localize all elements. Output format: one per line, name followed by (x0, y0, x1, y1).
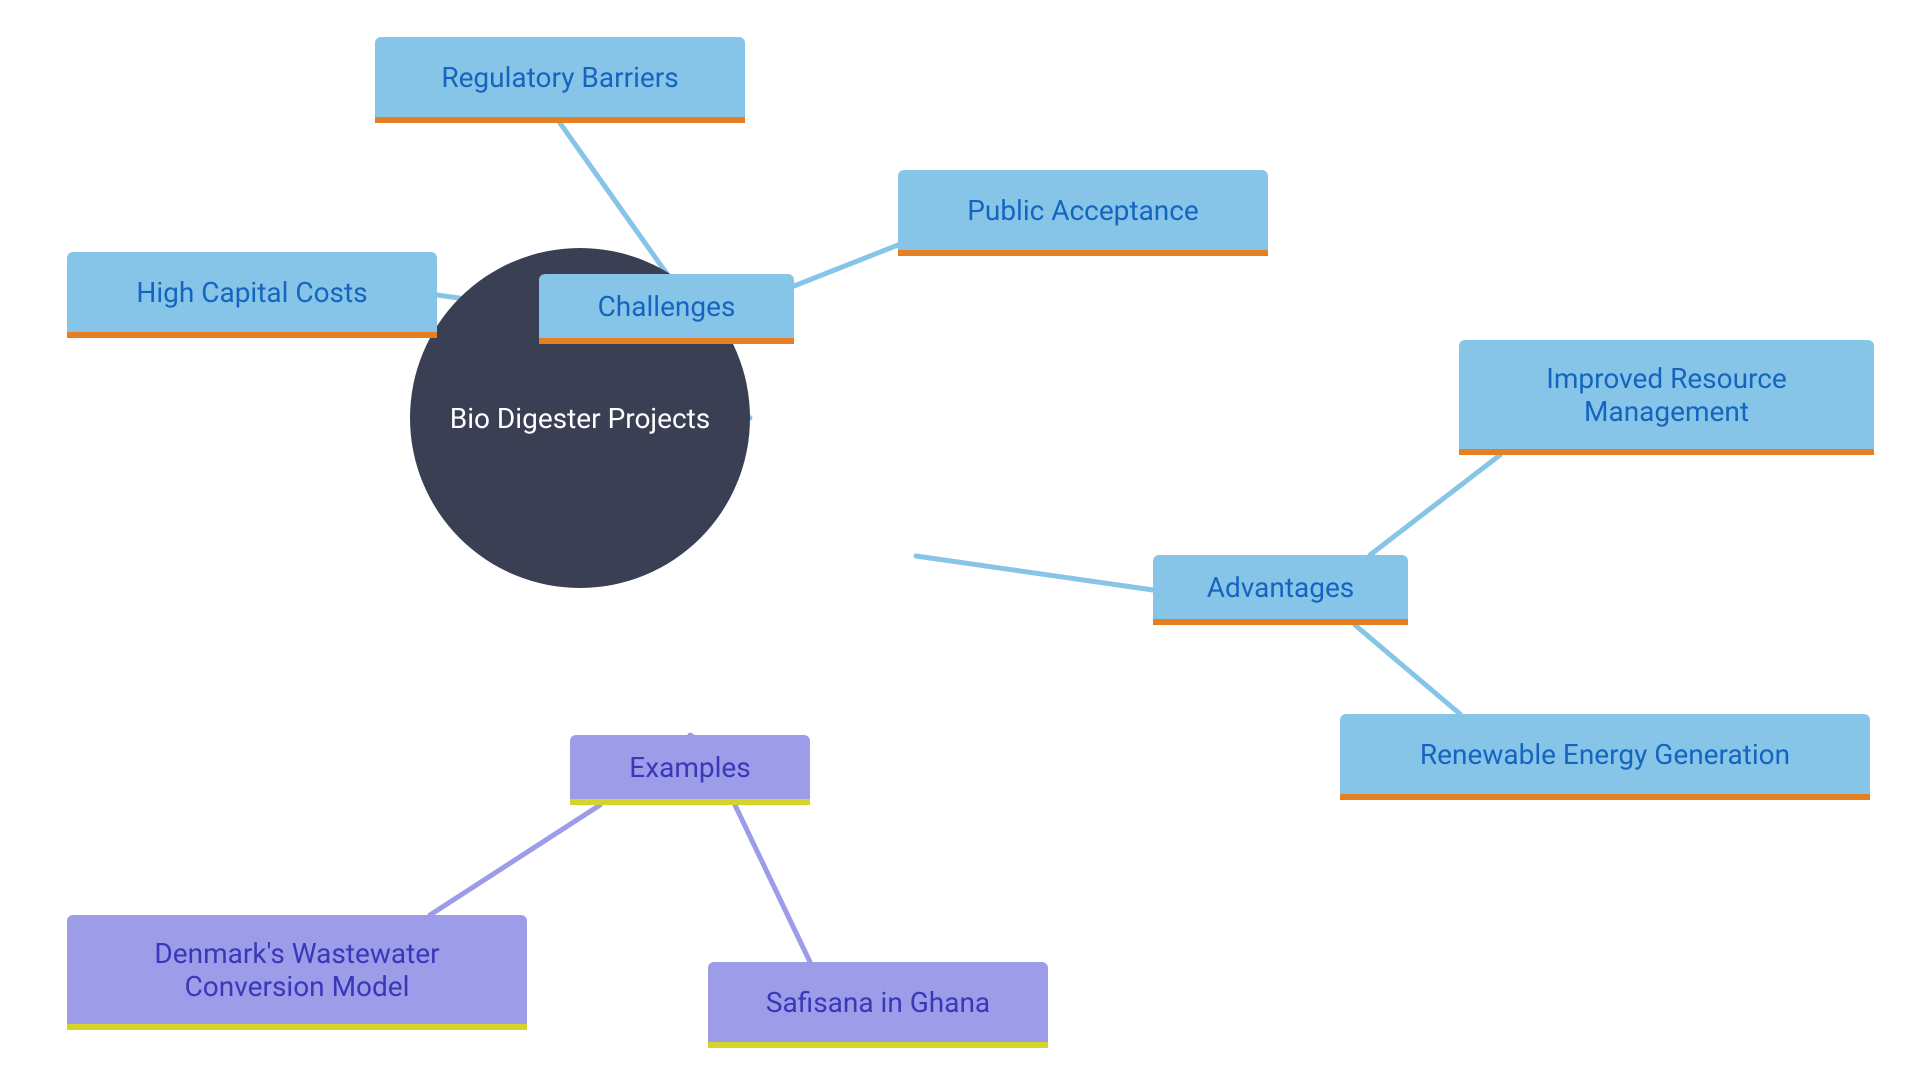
node-label: Denmark's Wastewater Conversion Model (91, 937, 503, 1003)
node-safisana: Safisana in Ghana (708, 962, 1048, 1048)
node-label: Improved Resource Management (1483, 362, 1850, 428)
node-renewable: Renewable Energy Generation (1340, 714, 1870, 800)
node-label: Safisana in Ghana (766, 986, 990, 1019)
edge (1355, 625, 1460, 714)
edge (794, 245, 898, 286)
node-examples: Examples (570, 735, 810, 805)
node-label: Advantages (1207, 571, 1355, 604)
node-label: Renewable Energy Generation (1420, 738, 1790, 771)
diagram-canvas: Bio Digester Projects Challenges Regulato… (0, 0, 1920, 1080)
node-regulatory: Regulatory Barriers (375, 37, 745, 123)
edge (430, 805, 600, 915)
node-advantages: Advantages (1153, 555, 1408, 625)
node-label: Examples (629, 751, 750, 784)
node-label: High Capital Costs (136, 276, 367, 309)
edge (1370, 455, 1500, 555)
node-label: Public Acceptance (967, 194, 1199, 227)
node-public: Public Acceptance (898, 170, 1268, 256)
node-label: Regulatory Barriers (441, 61, 678, 94)
edge (735, 805, 810, 962)
node-denmark: Denmark's Wastewater Conversion Model (67, 915, 527, 1030)
node-resource: Improved Resource Management (1459, 340, 1874, 455)
node-label: Challenges (598, 290, 736, 323)
node-capital: High Capital Costs (67, 252, 437, 338)
center-label: Bio Digester Projects (450, 402, 710, 435)
node-challenges: Challenges (539, 274, 794, 344)
edge (916, 556, 1153, 590)
